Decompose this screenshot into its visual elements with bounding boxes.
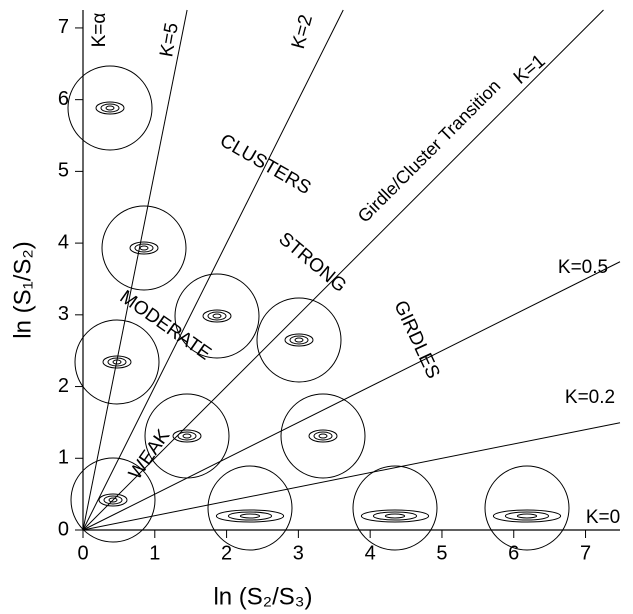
contour (319, 434, 327, 438)
contour (178, 432, 196, 440)
x-tick-label: 3 (293, 542, 304, 564)
region-label: GIRDLES (389, 298, 443, 382)
stereonet (485, 466, 569, 550)
contour (314, 432, 332, 440)
contour (517, 514, 536, 518)
contour (373, 512, 416, 520)
k-label: K=α (89, 13, 110, 48)
chart: ln (S₂/S₃) ln (S₁/S₂) 0 1 2 3 4 5 6 7 0 1 2 3 4 5 6 7 K=… (0, 0, 633, 614)
contour (505, 512, 548, 520)
contour (385, 514, 404, 518)
region-label: CLUSTERS (216, 130, 314, 199)
contour (208, 312, 226, 320)
contour (106, 106, 114, 110)
contour (183, 434, 191, 438)
contour (140, 246, 148, 250)
stereonet (281, 394, 365, 478)
y-tick-label: 1 (58, 447, 69, 469)
region-label: MODERATE (116, 287, 215, 365)
contour (240, 514, 259, 518)
y-tick-label: 6 (58, 88, 69, 110)
y-tick-label: 3 (58, 303, 69, 325)
x-tick-label: 1 (149, 542, 160, 564)
y-tick-label: 7 (58, 16, 69, 38)
region-label: WEAK (125, 426, 174, 484)
stereonet (208, 466, 292, 550)
y-tick-label: 2 (58, 375, 69, 397)
stereonet (102, 206, 186, 290)
stereonet (353, 466, 437, 550)
k-line (83, 262, 620, 530)
x-tick-label: 6 (508, 542, 519, 564)
k-label: K=0.2 (565, 387, 615, 408)
x-tick-label: 0 (77, 542, 88, 564)
k-label: K=1 (510, 51, 550, 89)
k-label: K=0.5 (558, 257, 608, 278)
k-line (83, 10, 343, 530)
region-label: Girdle/Cluster Transition (354, 76, 505, 227)
contour (101, 104, 119, 112)
contour (213, 314, 221, 318)
k-label: K=2 (288, 13, 317, 52)
x-tick-label: 5 (436, 542, 447, 564)
contour (135, 244, 153, 252)
y-tick-label: 5 (58, 160, 69, 182)
contour (228, 512, 271, 520)
y-tick-label: 0 (58, 518, 69, 540)
k-line (83, 10, 187, 530)
x-axis-label: ln (S₂/S₃) (213, 583, 312, 610)
y-axis-label: ln (S₁/S₂) (9, 241, 36, 338)
y-tick-label: 4 (58, 231, 69, 253)
contour (290, 336, 308, 344)
x-tick-label: 4 (365, 542, 376, 564)
x-tick-label: 7 (580, 542, 591, 564)
k-label: K=0 (586, 507, 620, 528)
contour (295, 338, 303, 342)
region-label: STRONG (274, 228, 350, 296)
x-tick-label: 2 (221, 542, 232, 564)
stereonet (257, 298, 341, 382)
stereonet (68, 66, 152, 150)
